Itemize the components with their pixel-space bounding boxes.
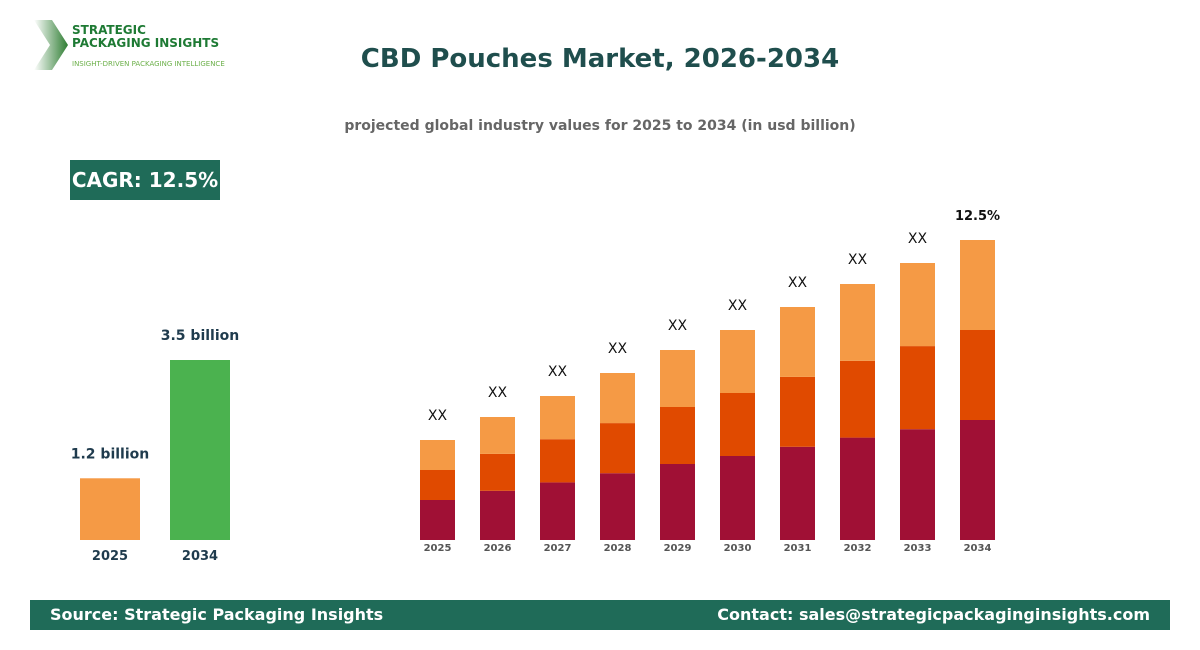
x-tick-label: 2027	[544, 543, 572, 554]
bar-segment-2031-2	[780, 307, 815, 377]
x-tick-label: 2034	[182, 549, 218, 564]
bar-segment-2030-2	[720, 330, 755, 393]
bar-segment-2032-2	[840, 284, 875, 361]
bar-segment-2032-1	[840, 360, 875, 438]
bar-segment-2025-1	[420, 470, 455, 500]
x-tick-label: 2025	[92, 549, 128, 564]
source-text: Source: Strategic Packaging Insights	[50, 605, 384, 624]
bar-2025	[80, 478, 140, 540]
bar-segment-2028-2	[600, 373, 635, 424]
x-tick-label: 2029	[664, 543, 692, 554]
bar-segment-2030-0	[720, 456, 755, 540]
bar-segment-2030-1	[720, 393, 755, 456]
data-label: XX	[608, 341, 628, 357]
data-label: XX	[728, 298, 748, 314]
logo	[30, 18, 230, 73]
contact-text: Contact: sales@strategicpackaginginsight…	[717, 605, 1150, 624]
bar-segment-2025-0	[420, 500, 455, 540]
bar-segment-2026-0	[480, 490, 515, 540]
bar-segment-2034-0	[960, 420, 995, 540]
chart-subtitle: projected global industry values for 202…	[344, 118, 856, 134]
data-label: 12.5%	[955, 209, 1000, 224]
logo-tagline: INSIGHT-DRIVEN PACKAGING INTELLIGENCE	[72, 60, 225, 68]
bar-segment-2028-1	[600, 423, 635, 474]
x-tick-label: 2028	[604, 543, 632, 554]
data-label: XX	[548, 364, 568, 380]
bar-segment-2033-0	[900, 429, 935, 540]
data-label: XX	[848, 252, 868, 268]
bar-segment-2034-2	[960, 240, 995, 330]
bar-segment-2032-0	[840, 437, 875, 540]
bar-segment-2031-0	[780, 446, 815, 540]
data-label: 1.2 billion	[71, 446, 149, 462]
x-tick-label: 2026	[484, 543, 512, 554]
bar-segment-2033-2	[900, 263, 935, 347]
bar-segment-2026-1	[480, 453, 515, 491]
x-tick-label: 2033	[904, 543, 932, 554]
data-label: XX	[428, 408, 448, 424]
x-tick-label: 2034	[964, 543, 992, 554]
bar-segment-2033-1	[900, 346, 935, 430]
chart-title: CBD Pouches Market, 2026-2034	[360, 44, 840, 74]
chart-area: 1.2 billion 2025 3.5 billion 2034 XX 2025 XX 20…	[71, 209, 1000, 564]
logo-chevron-icon	[34, 20, 68, 70]
bar-segment-2034-1	[960, 330, 995, 420]
footer: Source: Strategic Packaging Insights Con…	[30, 600, 1170, 630]
bar-segment-2029-1	[660, 407, 695, 464]
bar-segment-2026-2	[480, 417, 515, 454]
bar-2034	[170, 360, 230, 540]
data-label: XX	[788, 275, 808, 291]
data-label: XX	[488, 385, 508, 401]
logo-text: STRATEGIC PACKAGING INSIGHTS	[72, 23, 220, 50]
x-tick-label: 2030	[724, 543, 752, 554]
bar-segment-2028-0	[600, 473, 635, 540]
x-tick-label: 2032	[844, 543, 872, 554]
bar-segment-2027-1	[540, 439, 575, 483]
x-tick-label: 2031	[784, 543, 812, 554]
cagr-badge: CAGR: 12.5%	[70, 160, 220, 200]
data-label: 3.5 billion	[161, 328, 239, 344]
bar-segment-2029-2	[660, 350, 695, 407]
bar-segment-2025-2	[420, 440, 455, 470]
data-label: XX	[668, 318, 688, 334]
bar-segment-2031-1	[780, 376, 815, 447]
bar-segment-2027-2	[540, 396, 575, 440]
data-label: XX	[908, 231, 928, 247]
bar-segment-2029-0	[660, 464, 695, 540]
bar-segment-2027-0	[540, 482, 575, 540]
x-tick-label: 2025	[424, 543, 452, 554]
